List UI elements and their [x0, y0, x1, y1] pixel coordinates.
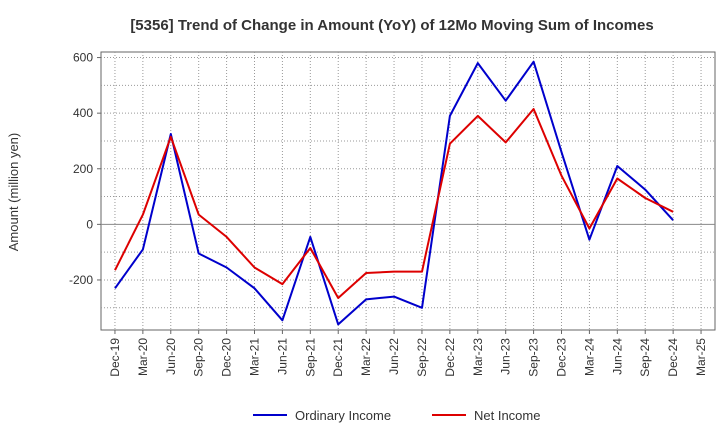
y-tick-label: -200	[69, 273, 93, 287]
x-tick-label: Jun-24	[610, 338, 624, 375]
x-tick-label: Mar-20	[136, 338, 150, 376]
chart-title: [5356] Trend of Change in Amount (YoY) o…	[130, 17, 653, 34]
x-tick-label: Dec-20	[220, 338, 234, 377]
y-tick-label: 600	[73, 51, 93, 65]
x-tick-label: Jun-20	[164, 338, 178, 375]
x-tick-label: Dec-24	[666, 338, 680, 377]
legend: Ordinary Income Net Income	[253, 408, 540, 423]
y-tick-label: 0	[86, 217, 93, 231]
grid	[101, 52, 715, 330]
x-tick-label: Mar-23	[471, 338, 485, 376]
x-tick-label: Mar-21	[248, 338, 262, 376]
x-tick-label: Sep-22	[415, 338, 429, 377]
y-axis-title: Amount (million yen)	[6, 133, 21, 252]
x-tick-label: Dec-22	[443, 338, 457, 377]
plot-area	[100, 51, 716, 331]
x-tick-label: Jun-22	[387, 338, 401, 375]
x-tick-label: Sep-21	[303, 338, 317, 377]
x-tick-label: Sep-20	[192, 338, 206, 377]
legend-label: Net Income	[474, 408, 540, 423]
series-line-net-income	[114, 108, 674, 299]
x-tick-label: Dec-21	[331, 338, 345, 377]
x-tick-label: Mar-22	[359, 338, 373, 376]
series-group	[114, 60, 674, 326]
x-tick-label: Dec-19	[108, 338, 122, 377]
x-tick-label: Jun-21	[275, 338, 289, 375]
x-tick-label: Mar-24	[582, 338, 596, 376]
y-tick-label: 400	[73, 106, 93, 120]
x-tick-label: Mar-25	[694, 338, 708, 376]
x-tick-label: Sep-24	[638, 338, 652, 377]
x-tick-label: Dec-23	[555, 338, 569, 377]
x-axis: Dec-19 Mar-20 Jun-20 Sep-20 Dec-20 Mar-21 Jun-…	[108, 330, 708, 377]
y-axis: -200 0 200 400 600	[69, 51, 101, 287]
legend-label: Ordinary Income	[295, 408, 391, 423]
y-tick-label: 200	[73, 162, 93, 176]
x-tick-label: Sep-23	[527, 338, 541, 377]
x-tick-label: Jun-23	[499, 338, 513, 375]
